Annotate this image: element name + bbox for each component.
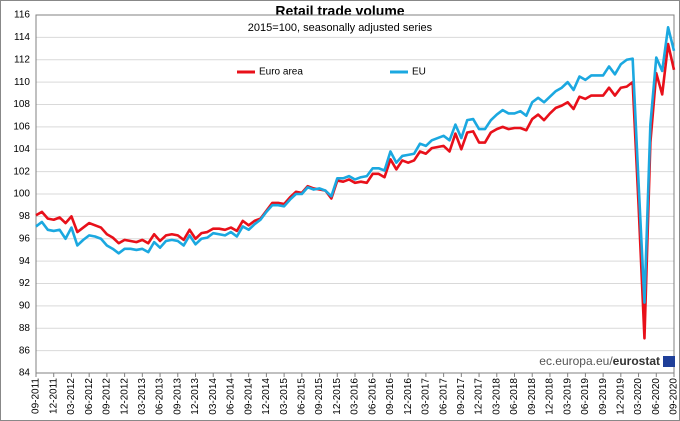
x-tick-label: 09-2013 xyxy=(172,378,183,415)
source: ec.europa.eu/eurostat xyxy=(539,354,660,368)
x-tick-label: 03-2015 xyxy=(279,378,290,415)
x-tick-label: 06-2012 xyxy=(84,378,95,415)
x-tick-label: 06-2020 xyxy=(651,378,662,415)
x-tick-label: 03-2018 xyxy=(491,378,502,415)
x-tick-label: 12-2012 xyxy=(119,378,130,415)
x-tick-label: 06-2013 xyxy=(155,378,166,415)
y-tick-label: 100 xyxy=(13,189,30,200)
legend-label: Euro area xyxy=(259,67,303,78)
x-tick-label: 03-2019 xyxy=(562,378,573,415)
y-tick-label: 110 xyxy=(14,77,30,88)
x-tick-label: 06-2018 xyxy=(509,378,520,415)
y-tick-label: 88 xyxy=(19,323,31,334)
x-tick-label: 09-2018 xyxy=(527,378,538,415)
x-tick-label: 12-2018 xyxy=(545,378,556,415)
x-tick-label: 09-2015 xyxy=(314,378,325,415)
x-tick-label: 09-2011 xyxy=(31,378,42,414)
chart-subtitle: 2015=100, seasonally adjusted series xyxy=(248,22,433,34)
x-tick-label: 06-2019 xyxy=(580,378,591,415)
x-tick-label: 12-2015 xyxy=(332,378,343,415)
x-tick-label: 09-2019 xyxy=(598,378,609,415)
x-tick-label: 06-2016 xyxy=(367,378,378,415)
y-tick-label: 92 xyxy=(19,278,31,289)
y-tick-label: 102 xyxy=(13,166,30,177)
x-tick-label: 09-2012 xyxy=(102,378,113,415)
source-prefix: ec.europa.eu/ xyxy=(539,354,613,368)
x-tick-label: 03-2013 xyxy=(137,378,148,415)
x-tick-label: 12-2011 xyxy=(48,378,59,414)
data-line xyxy=(35,26,676,304)
y-tick-label: 112 xyxy=(14,54,30,65)
x-tick-label: 12-2014 xyxy=(261,378,272,415)
x-tick-label: 12-2017 xyxy=(474,378,485,415)
x-tick-label: 06-2017 xyxy=(438,378,449,415)
x-tick-label: 12-2019 xyxy=(615,378,626,415)
x-tick-label: 06-2014 xyxy=(226,378,237,415)
y-tick-label: 116 xyxy=(14,10,30,21)
data-line xyxy=(35,42,676,340)
y-tick-label: 86 xyxy=(19,345,31,356)
x-tick-label: 12-2013 xyxy=(190,378,201,415)
x-tick-label: 09-2017 xyxy=(456,378,467,415)
source-brand: eurostat xyxy=(613,354,660,368)
x-tick-label: 03-2012 xyxy=(66,378,77,415)
y-tick-label: 94 xyxy=(19,256,31,267)
chart-title: Retail trade volume xyxy=(275,3,404,19)
x-tick-label: 06-2015 xyxy=(296,378,307,415)
x-tick-label: 12-2016 xyxy=(403,378,414,415)
y-tick-label: 90 xyxy=(19,301,31,312)
y-tick-label: 104 xyxy=(13,144,30,155)
x-tick-label: 09-2014 xyxy=(243,378,254,415)
x-tick-label: 03-2016 xyxy=(350,378,361,415)
legend-label: EU xyxy=(412,67,426,78)
eu-flag xyxy=(663,356,675,367)
y-tick-label: 96 xyxy=(19,233,31,244)
x-tick-label: 03-2017 xyxy=(421,378,432,415)
x-tick-label: 09-2016 xyxy=(385,378,396,415)
x-tick-label: 03-2014 xyxy=(208,378,219,415)
x-tick-label: 09-2020 xyxy=(669,378,680,415)
y-tick-label: 108 xyxy=(13,99,30,110)
y-tick-label: 98 xyxy=(19,211,31,222)
y-tick-label: 106 xyxy=(13,122,30,133)
y-tick-label: 84 xyxy=(19,368,31,379)
y-tick-label: 114 xyxy=(14,32,30,43)
x-tick-label: 03-2020 xyxy=(633,378,644,415)
